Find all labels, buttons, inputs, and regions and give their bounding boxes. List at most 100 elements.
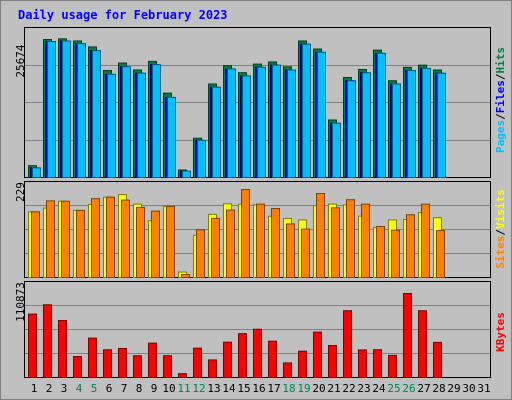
bar-sites-day-5 — [91, 198, 100, 279]
legend-item-pages: Pages — [494, 120, 507, 153]
x-tick-label-day-16: 16 — [252, 382, 265, 395]
bar-kbytes-day-4 — [73, 356, 82, 378]
bar-sites-day-9 — [151, 210, 160, 278]
bar-kbytes-day-1 — [28, 313, 37, 379]
bar-sites-day-27 — [421, 203, 430, 278]
legend-item-files: Files — [494, 80, 507, 113]
bar-sites-day-14 — [226, 209, 235, 278]
bar-pages-day-8 — [137, 72, 146, 178]
bar-pages-day-26 — [407, 70, 416, 178]
bar-sites-day-23 — [361, 203, 370, 278]
x-tick-label-day-26: 26 — [402, 382, 415, 395]
legend-item-hits: Hits — [494, 47, 507, 74]
bar-pages-day-13 — [212, 86, 221, 178]
bar-pages-day-3 — [62, 40, 71, 178]
x-tick-label-day-19: 19 — [297, 382, 310, 395]
x-tick-label-day-6: 6 — [106, 382, 113, 395]
x-tick-label-day-18: 18 — [282, 382, 295, 395]
x-tick-label-day-10: 10 — [162, 382, 175, 395]
bar-kbytes-day-13 — [208, 359, 217, 378]
bar-sites-day-19 — [301, 228, 310, 278]
bar-pages-day-24 — [377, 52, 386, 179]
x-tick-label-day-29: 29 — [447, 382, 460, 395]
x-tick-label-day-2: 2 — [46, 382, 53, 395]
bar-kbytes-day-2 — [43, 304, 52, 378]
bar-sites-day-16 — [256, 203, 265, 278]
bar-sites-day-13 — [211, 217, 220, 279]
bar-sites-day-26 — [406, 214, 415, 279]
x-tick-label-day-24: 24 — [372, 382, 386, 395]
bar-sites-day-25 — [391, 229, 400, 279]
x-tick-label-day-9: 9 — [151, 382, 158, 395]
x-tick-label-day-31: 31 — [477, 382, 490, 395]
bar-kbytes-day-11 — [178, 373, 187, 378]
legend-separator: / — [494, 73, 507, 80]
bar-kbytes-day-12 — [193, 347, 202, 378]
bar-sites-day-8 — [136, 206, 145, 278]
bar-sites-day-20 — [316, 193, 325, 278]
x-tick-label-day-21: 21 — [327, 382, 340, 395]
legend-item-kbytes: KBytes — [494, 312, 507, 352]
bar-kbytes-day-26 — [403, 293, 412, 378]
bar-pages-day-11 — [182, 170, 191, 179]
x-tick-label-day-12: 12 — [192, 382, 205, 395]
legend-item-visits: Visits — [494, 189, 507, 229]
bar-sites-day-7 — [121, 199, 130, 278]
bar-kbytes-day-6 — [103, 349, 112, 378]
bar-kbytes-day-27 — [418, 310, 427, 378]
bar-kbytes-day-19 — [298, 350, 307, 378]
bar-kbytes-day-10 — [163, 355, 172, 379]
bar-pages-day-9 — [152, 64, 161, 178]
bar-sites-day-3 — [61, 200, 70, 279]
bar-kbytes-day-22 — [343, 310, 352, 378]
bar-kbytes-day-7 — [118, 347, 127, 378]
legend-separator: / — [494, 229, 507, 236]
bar-kbytes-day-3 — [58, 320, 67, 378]
legend-text: Sites/Visits — [494, 189, 507, 269]
bar-pages-day-12 — [197, 139, 206, 178]
x-tick-label-day-8: 8 — [136, 382, 143, 395]
bar-pages-day-6 — [107, 73, 116, 178]
bar-sites-day-24 — [376, 226, 385, 279]
bar-pages-day-23 — [362, 72, 371, 178]
legend-text: Pages/Files/Hits — [494, 47, 507, 153]
x-tick-label-day-25: 25 — [387, 382, 400, 395]
x-tick-label-day-23: 23 — [357, 382, 370, 395]
bar-sites-day-11 — [181, 274, 190, 278]
bar-kbytes-day-16 — [253, 328, 262, 379]
bar-sites-day-17 — [271, 208, 280, 279]
bar-sites-day-1 — [31, 211, 40, 278]
x-tick-label-day-20: 20 — [312, 382, 325, 395]
bar-pages-day-2 — [47, 41, 56, 178]
kbytes-panel — [24, 281, 491, 379]
x-tick-label-day-15: 15 — [237, 382, 250, 395]
panel1-legend: Pages/Files/Hits — [494, 47, 507, 153]
bar-kbytes-day-15 — [238, 333, 247, 379]
bar-sites-day-28 — [436, 230, 445, 278]
x-tick-label-day-14: 14 — [222, 382, 236, 395]
bar-kbytes-day-24 — [373, 349, 382, 379]
bar-pages-day-15 — [242, 75, 251, 178]
x-tick-label-day-4: 4 — [76, 382, 83, 395]
bar-kbytes-day-9 — [148, 342, 157, 378]
panel1-ymax-label: 25674 — [14, 44, 27, 77]
bar-sites-day-12 — [196, 229, 205, 278]
hits-files-pages-panel — [24, 27, 491, 179]
bar-sites-day-21 — [331, 207, 340, 278]
panel3-ymax-label: 110873 — [14, 282, 27, 322]
panel3-legend: KBytes — [494, 312, 507, 352]
panel2-ymax-label: 229 — [14, 182, 27, 202]
bar-pages-day-14 — [227, 68, 236, 178]
x-tick-label-day-3: 3 — [61, 382, 68, 395]
bar-kbytes-day-8 — [133, 355, 142, 378]
x-tick-label-day-28: 28 — [432, 382, 445, 395]
x-tick-label-day-13: 13 — [207, 382, 220, 395]
bar-kbytes-day-25 — [388, 354, 397, 378]
bar-kbytes-day-28 — [433, 341, 442, 378]
bar-pages-day-21 — [332, 122, 341, 178]
bar-pages-day-16 — [257, 66, 266, 178]
bar-kbytes-day-17 — [268, 340, 277, 379]
bar-pages-day-27 — [422, 67, 431, 178]
bar-pages-day-22 — [347, 80, 356, 178]
bar-kbytes-day-23 — [358, 349, 367, 379]
